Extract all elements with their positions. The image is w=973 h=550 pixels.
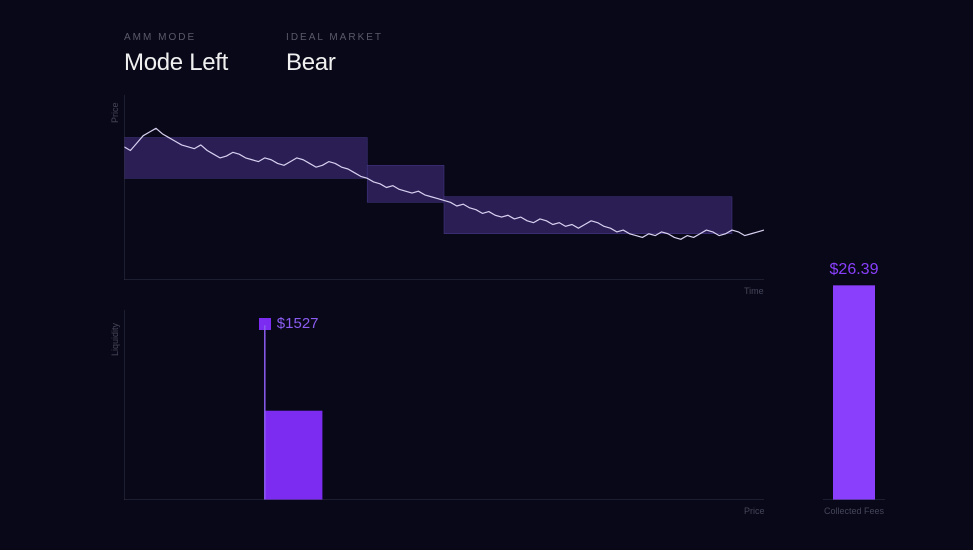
amm-mode-eyebrow: AMM MODE bbox=[124, 32, 228, 43]
ideal-market-block: IDEAL MARKET Bear bbox=[286, 32, 383, 77]
liquidity-y-axis-label: Liquidity bbox=[110, 323, 120, 356]
amm-mode-value: Mode Left bbox=[124, 49, 228, 77]
header: AMM MODE Mode Left IDEAL MARKET Bear bbox=[124, 32, 383, 77]
collected-fees-label: Collected Fees bbox=[824, 506, 884, 516]
price-chart bbox=[124, 95, 764, 280]
price-y-axis-label: Price bbox=[110, 102, 120, 123]
amm-mode-block: AMM MODE Mode Left bbox=[124, 32, 228, 77]
liquidity-x-axis-label: Price bbox=[744, 506, 765, 516]
ideal-market-value: Bear bbox=[286, 49, 383, 77]
ideal-market-eyebrow: IDEAL MARKET bbox=[286, 32, 383, 43]
collected-fees-chart bbox=[823, 95, 885, 500]
price-x-axis-label: Time bbox=[744, 286, 764, 296]
liquidity-chart bbox=[124, 310, 764, 500]
